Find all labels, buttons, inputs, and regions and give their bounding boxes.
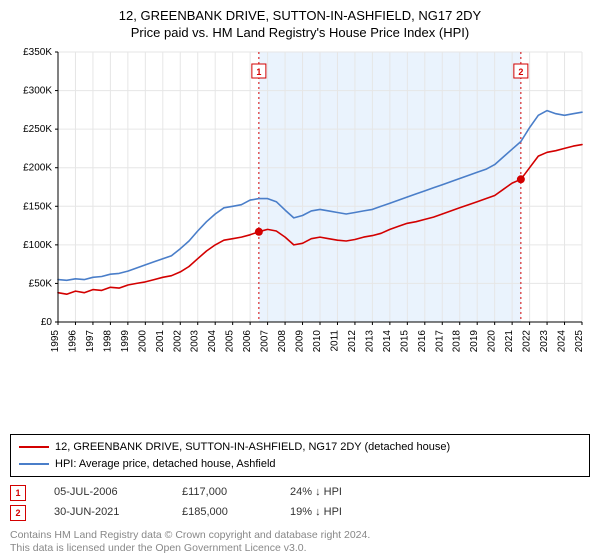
transaction-row-marker: 1 [10, 485, 26, 501]
x-tick-label: 2019 [469, 329, 480, 352]
attribution: Contains HM Land Registry data © Crown c… [10, 529, 590, 556]
transaction-date: 30-JUN-2021 [54, 503, 154, 523]
transaction-row: 1 05-JUL-2006 £117,000 24% ↓ HPI [10, 483, 590, 503]
x-tick-label: 2004 [207, 329, 218, 352]
x-tick-label: 2002 [172, 329, 183, 352]
legend-item: HPI: Average price, detached house, Ashf… [19, 456, 581, 473]
y-tick-label: £50K [29, 278, 53, 289]
x-tick-label: 2013 [364, 329, 375, 352]
transaction-price: £185,000 [182, 503, 262, 523]
transaction-table: 1 05-JUL-2006 £117,000 24% ↓ HPI 2 30-JUN-202… [10, 483, 590, 523]
x-tick-label: 2007 [260, 329, 271, 352]
x-tick-label: 1999 [120, 329, 131, 352]
x-tick-label: 2024 [557, 329, 568, 352]
x-tick-label: 2023 [539, 329, 550, 352]
x-tick-label: 2005 [225, 329, 236, 352]
x-tick-label: 2009 [295, 329, 306, 352]
x-tick-label: 1995 [50, 329, 61, 352]
y-tick-label: £100K [23, 240, 52, 251]
x-tick-label: 2011 [329, 329, 340, 351]
chart-subtitle: Price paid vs. HM Land Registry's House … [10, 25, 590, 42]
legend-label: 12, GREENBANK DRIVE, SUTTON-IN-ASHFIELD,… [55, 439, 450, 456]
y-tick-label: £0 [41, 317, 53, 328]
legend-swatch [19, 463, 49, 465]
x-tick-label: 2006 [242, 329, 253, 352]
transaction-row-marker: 2 [10, 505, 26, 521]
attribution-line2: This data is licensed under the Open Gov… [10, 542, 590, 556]
x-tick-label: 2016 [417, 329, 428, 352]
chart-title-address: 12, GREENBANK DRIVE, SUTTON-IN-ASHFIELD,… [10, 8, 590, 25]
attribution-line1: Contains HM Land Registry data © Crown c… [10, 529, 590, 543]
legend-box: 12, GREENBANK DRIVE, SUTTON-IN-ASHFIELD,… [10, 434, 590, 477]
transaction-date: 05-JUL-2006 [54, 483, 154, 503]
x-tick-label: 1997 [85, 329, 96, 352]
legend-item: 12, GREENBANK DRIVE, SUTTON-IN-ASHFIELD,… [19, 439, 581, 456]
x-tick-label: 2003 [190, 329, 201, 352]
x-tick-label: 2001 [155, 329, 166, 352]
y-tick-label: £150K [23, 201, 52, 212]
x-tick-label: 2000 [137, 329, 148, 352]
y-tick-label: £200K [23, 162, 52, 173]
y-tick-label: £250K [23, 124, 52, 135]
x-tick-label: 2015 [399, 329, 410, 352]
x-tick-label: 2018 [452, 329, 463, 352]
transaction-delta: 19% ↓ HPI [290, 503, 390, 523]
x-tick-label: 2021 [504, 329, 515, 352]
price-chart-svg: £0 £50K £100K £150K £200K £250K £300K £350K 1995… [10, 46, 590, 366]
legend-swatch [19, 446, 49, 448]
x-tick-label: 2010 [312, 329, 323, 352]
x-tick-label: 2025 [574, 329, 585, 352]
x-tick-label: 2008 [277, 329, 288, 352]
x-tick-label: 1998 [102, 329, 113, 352]
x-tick-label: 2017 [434, 329, 445, 352]
x-tick-label: 2020 [487, 329, 498, 352]
y-tick-label: £350K [23, 47, 52, 58]
transaction-marker-num: 2 [518, 67, 523, 77]
transaction-delta: 24% ↓ HPI [290, 483, 390, 503]
x-tick-label: 1996 [67, 329, 78, 352]
transaction-marker-num: 1 [256, 67, 261, 77]
y-tick-label: £300K [23, 85, 52, 96]
x-tick-label: 2014 [382, 329, 393, 352]
legend-label: HPI: Average price, detached house, Ashf… [55, 456, 276, 473]
x-tick-label: 2022 [522, 329, 533, 352]
chart-area: £0 £50K £100K £150K £200K £250K £300K £350K 1995… [10, 46, 590, 432]
transaction-row: 2 30-JUN-2021 £185,000 19% ↓ HPI [10, 503, 590, 523]
transaction-price: £117,000 [182, 483, 262, 503]
x-tick-label: 2012 [347, 329, 358, 352]
